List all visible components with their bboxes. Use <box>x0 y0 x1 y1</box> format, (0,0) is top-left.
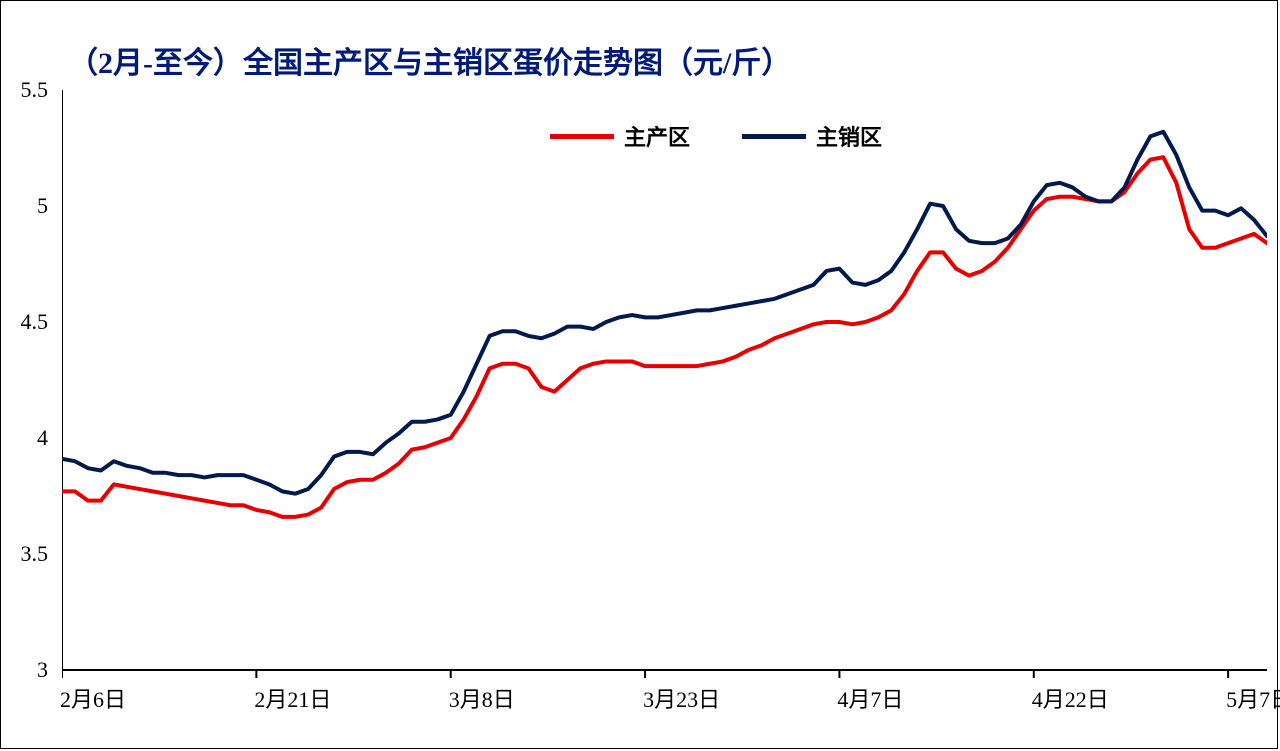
chart-wrap: （2月-至今）全国主产区与主销区蛋价走势图（元/斤） 主产区主销区 33.544… <box>10 8 1268 740</box>
y-tick-label: 3.5 <box>10 541 48 567</box>
x-tick-label: 5月7日 <box>1226 682 1280 714</box>
x-tick-label: 2月21日 <box>254 682 331 714</box>
y-tick-label: 5 <box>10 193 48 219</box>
x-tick-label: 4月22日 <box>1032 682 1109 714</box>
series-line <box>62 132 1267 494</box>
y-tick-label: 5.5 <box>10 77 48 103</box>
y-tick-label: 4 <box>10 425 48 451</box>
chart-title: （2月-至今）全国主产区与主销区蛋价走势图（元/斤） <box>68 38 791 82</box>
x-tick-label: 3月8日 <box>449 682 515 714</box>
x-tick-label: 2月6日 <box>60 682 126 714</box>
series-line <box>62 157 1267 517</box>
y-tick-label: 3 <box>10 657 48 683</box>
x-tick-label: 4月7日 <box>837 682 903 714</box>
y-tick-label: 4.5 <box>10 309 48 335</box>
x-tick-label: 3月23日 <box>643 682 720 714</box>
plot-area <box>62 90 1267 690</box>
